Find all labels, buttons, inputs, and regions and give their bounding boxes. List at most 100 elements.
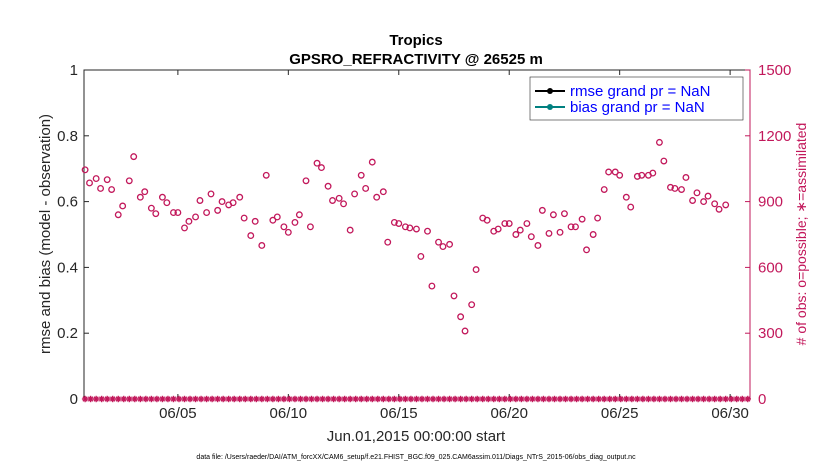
assimilated-obs-point [313, 395, 321, 403]
possible-obs-point [86, 179, 93, 187]
assimilated-obs-point [402, 395, 409, 403]
assimilated-obs-point [115, 395, 122, 403]
possible-obs-point [682, 174, 690, 181]
assimilated-obs-point [722, 395, 729, 403]
assimilated-obs-point [645, 395, 652, 403]
possible-obs-point [671, 184, 679, 192]
assimilated-obs-point [512, 395, 520, 403]
possible-obs-point [516, 226, 524, 234]
assimilated-obs-point [529, 395, 536, 403]
possible-obs-point [693, 189, 701, 197]
assimilated-obs-point [380, 395, 387, 403]
x-tick-label: 06/15 [380, 405, 418, 422]
possible-obs-point [229, 199, 237, 207]
possible-obs-point [572, 223, 579, 231]
assimilated-obs-point [496, 395, 503, 403]
assimilated-obs-point [473, 395, 481, 403]
possible-obs-point [627, 203, 635, 211]
assimilated-obs-point [733, 395, 740, 403]
possible-obs-point [616, 171, 624, 179]
possible-obs-point [483, 216, 491, 224]
y-left-tick-label: 1 [70, 62, 78, 79]
assimilated-obs-point [728, 395, 735, 403]
assimilated-obs-point [369, 395, 376, 403]
possible-obs-point [605, 168, 613, 176]
possible-obs-point [384, 238, 392, 246]
possible-obs-point [401, 223, 409, 231]
assimilated-obs-point [584, 395, 591, 403]
y-left-tick-label: 0 [70, 391, 78, 408]
assimilated-obs-point [297, 395, 304, 403]
possible-obs-point [567, 223, 575, 231]
assimilated-series [81, 395, 751, 403]
possible-obs-point [678, 186, 685, 193]
possible-obs-point [185, 217, 193, 225]
possible-obs-point [170, 209, 177, 217]
possible-obs-point [545, 229, 553, 237]
assimilated-obs-point [385, 395, 393, 403]
possible-obs-point [494, 225, 502, 233]
assimilated-obs-point [346, 395, 354, 403]
possible-obs-point [472, 266, 480, 274]
assimilated-obs-point [247, 395, 254, 403]
assimilated-obs-point [424, 395, 431, 403]
possible-obs-point [373, 193, 381, 201]
possible-obs-point [457, 313, 465, 321]
possible-obs-point [262, 171, 270, 179]
assimilated-obs-point [302, 395, 310, 403]
y-axis-left-label: rmse and bias (model - observation) [37, 114, 54, 354]
assimilated-obs-point [462, 395, 470, 403]
assimilated-obs-point [457, 395, 464, 403]
possible-obs-point [600, 186, 608, 193]
assimilated-obs-point [429, 395, 437, 403]
possible-obs-point [446, 240, 454, 248]
assimilated-obs-point [551, 395, 558, 403]
possible-obs-point [108, 186, 116, 193]
assimilated-obs-point [186, 395, 194, 403]
y-left-tick-label: 0.4 [57, 259, 78, 276]
assimilated-obs-point [363, 395, 370, 403]
assimilated-obs-point [120, 395, 127, 403]
possible-obs-point [136, 193, 144, 201]
possible-obs-point [505, 220, 513, 227]
possible-obs-point [594, 214, 602, 222]
assimilated-obs-point [374, 395, 381, 403]
possible-obs-point [633, 172, 641, 180]
y-left-tick-label: 0.8 [57, 128, 78, 145]
possible-obs-point [501, 220, 509, 227]
possible-obs-point [406, 224, 414, 232]
assimilated-obs-point [407, 395, 415, 403]
y-right-tick-label: 1200 [758, 128, 791, 145]
x-tick-label: 06/25 [601, 405, 639, 422]
possible-obs-point [81, 166, 89, 174]
assimilated-obs-point [739, 395, 746, 403]
possible-obs-point [578, 215, 586, 223]
possible-obs-point [251, 217, 259, 225]
assimilated-obs-point [319, 395, 326, 403]
possible-obs-point [329, 197, 336, 204]
x-tick-label: 06/10 [270, 405, 308, 422]
possible-obs-point [368, 158, 376, 166]
possible-obs-point [214, 206, 222, 214]
possible-obs-point [527, 233, 535, 241]
possible-obs-point [428, 282, 436, 290]
y-left-tick-label: 0.2 [57, 325, 78, 342]
assimilated-obs-point [567, 395, 575, 403]
assimilated-obs-point [214, 395, 221, 403]
assimilated-obs-point [258, 395, 266, 403]
possible-obs-point [351, 190, 359, 198]
possible-obs-point [660, 157, 668, 165]
assimilated-obs-point [501, 395, 509, 403]
assimilated-obs-point [523, 395, 531, 403]
legend-rmse-marker [547, 88, 553, 94]
assimilated-obs-point [418, 395, 426, 403]
possible-obs-point [236, 193, 244, 201]
legend-box [529, 76, 744, 121]
assimilated-obs-point [440, 395, 448, 403]
y-axis-right-ticks: 0 300 600 900 1200 1500 [745, 62, 791, 408]
assimilated-obs-point [601, 395, 608, 403]
assimilated-obs-point [689, 395, 696, 403]
assimilated-obs-point [164, 395, 172, 403]
possible-obs-point [114, 211, 122, 219]
assimilated-obs-point [219, 395, 227, 403]
